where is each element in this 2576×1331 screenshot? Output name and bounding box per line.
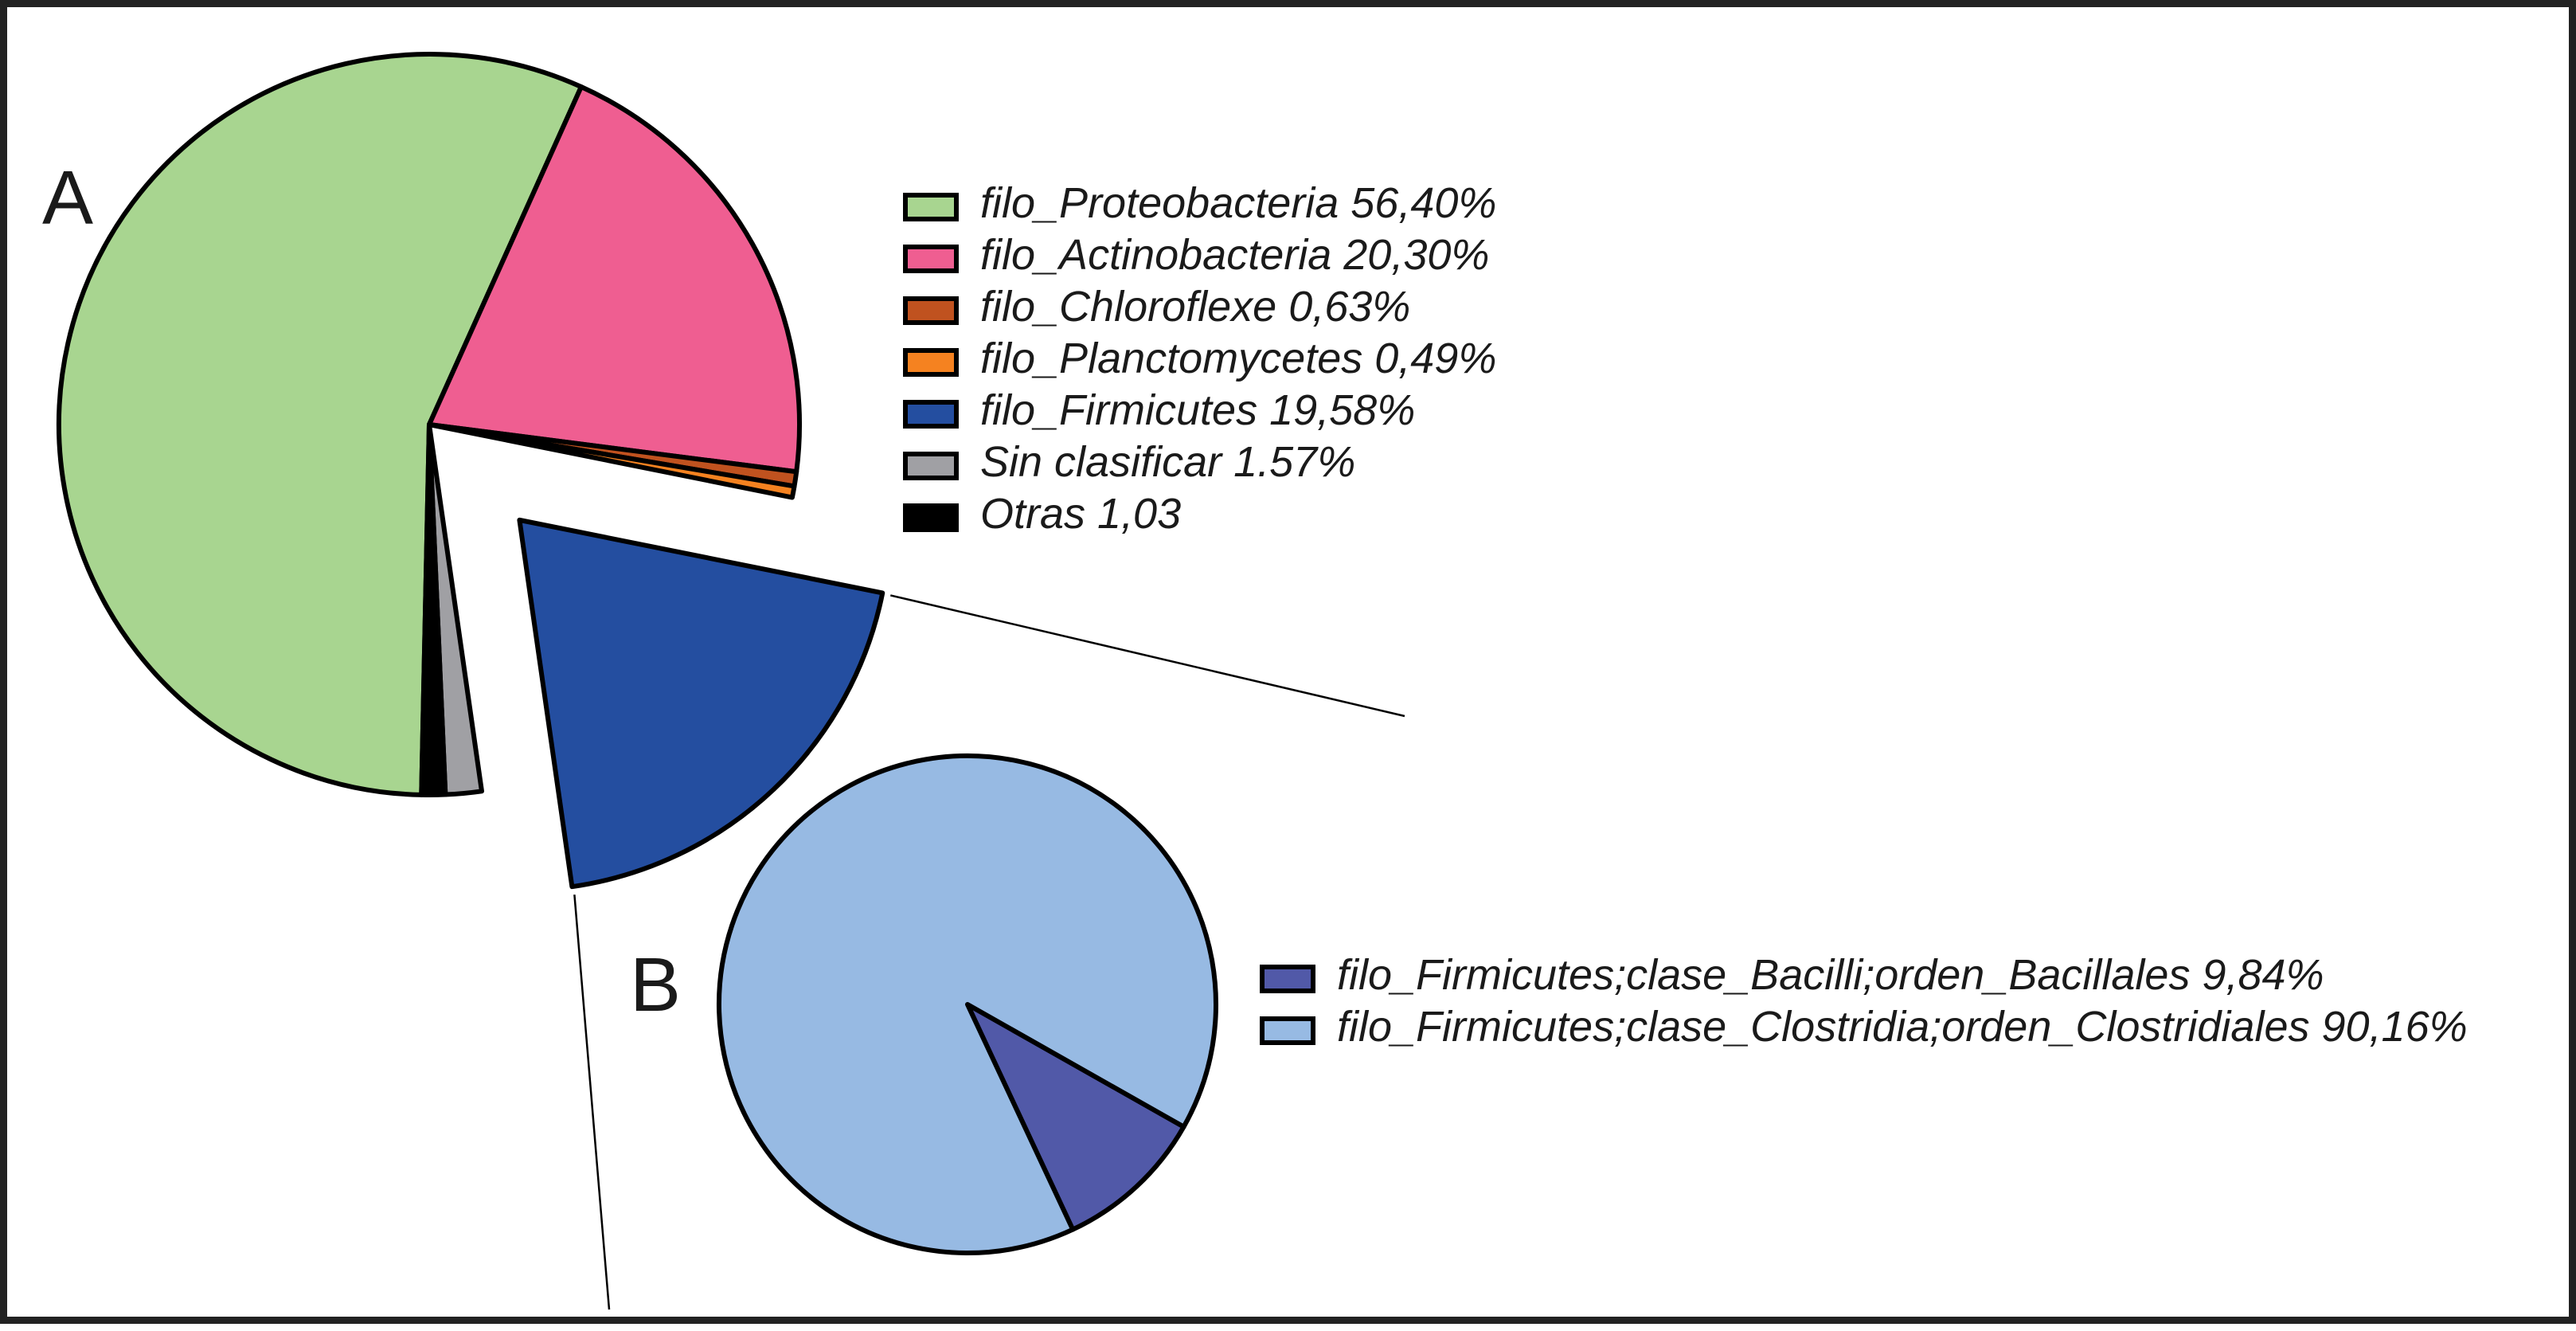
pie-a-slice-filo-actinobacteria-20-30 xyxy=(427,84,802,475)
legend-b-swatch-0 xyxy=(1260,965,1315,993)
legend-a-swatch-4 xyxy=(903,400,959,429)
legend-b-label-0: filo_Firmicutes;clase_Bacilli;orden_Baci… xyxy=(1337,951,2324,999)
legend-a-swatch-6 xyxy=(903,503,959,532)
legend-b-swatch-1 xyxy=(1260,1016,1315,1045)
zoom-leader-lines xyxy=(573,594,1405,1310)
legend-a-label-2: filo_Chloroflexe 0,63% xyxy=(980,283,1410,331)
pie-b-slice-filo-firmicutes-clase-bacilli-orden-bacillales-9-84 xyxy=(965,1002,1186,1232)
legend-b: filo_Firmicutes;clase_Bacilli;orden_Baci… xyxy=(1260,951,2468,1051)
legend-a-swatch-2 xyxy=(903,296,959,325)
legend-a-swatch-0 xyxy=(903,193,959,221)
legend-a: filo_Proteobacteria 56,40%filo_Actinobac… xyxy=(903,179,1496,538)
pie-chart-b xyxy=(717,754,1219,1255)
chart-canvas: filo_Proteobacteria 56,40%filo_Actinobac… xyxy=(42,52,2468,1310)
legend-a-swatch-1 xyxy=(903,245,959,273)
pie-a-slice-filo-firmicutes-19-58 xyxy=(517,517,885,890)
legend-a-label-6: Otras 1,03 xyxy=(980,490,1181,538)
panel-label-a: A xyxy=(42,155,93,241)
panel-label-b: B xyxy=(630,942,681,1028)
pie-chart-a xyxy=(57,52,885,890)
leader-line-lower xyxy=(573,895,611,1310)
pie-a-slice-otras-1-03 xyxy=(419,422,448,797)
legend-a-swatch-3 xyxy=(903,348,959,377)
legend-a-swatch-5 xyxy=(903,452,959,480)
legend-a-label-3: filo_Planctomycetes 0,49% xyxy=(980,335,1496,382)
legend-a-label-4: filo_Firmicutes 19,58% xyxy=(980,386,1415,434)
legend-b-label-1: filo_Firmicutes;clase_Clostridia;orden_C… xyxy=(1337,1003,2468,1051)
legend-a-label-0: filo_Proteobacteria 56,40% xyxy=(980,179,1496,227)
pie-a-slice-filo-proteobacteria-56-40 xyxy=(57,52,584,797)
pie-a-slice-filo-planctomycetes-0-49 xyxy=(427,422,797,500)
pie-b-slice-filo-firmicutes-clase-clostridia-orden-clostridiales-90-16 xyxy=(717,754,1219,1255)
leader-line-upper xyxy=(889,594,1405,718)
legend-a-label-1: filo_Actinobacteria 20,30% xyxy=(980,231,1489,279)
legend-a-label-5: Sin clasificar 1.57% xyxy=(980,438,1355,486)
